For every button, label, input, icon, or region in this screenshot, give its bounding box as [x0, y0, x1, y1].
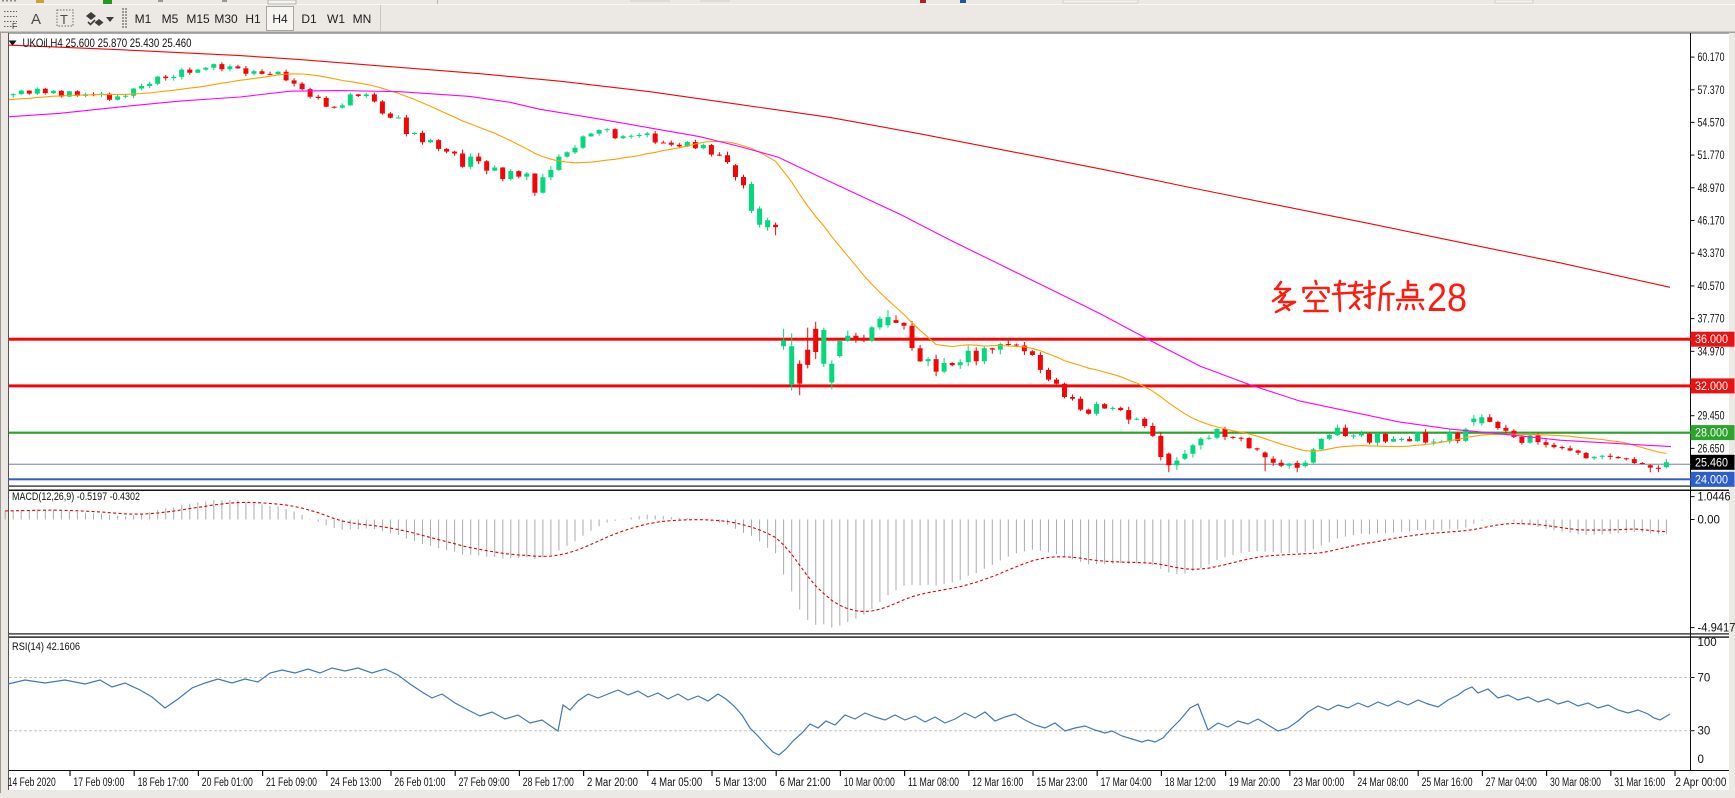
- svg-text:15 Mar 23:00: 15 Mar 23:00: [1036, 777, 1087, 789]
- svg-text:4 Mar 05:00: 4 Mar 05:00: [651, 777, 702, 789]
- svg-text:11 Mar 08:00: 11 Mar 08:00: [908, 777, 959, 789]
- svg-text:30: 30: [1698, 726, 1711, 738]
- svg-text:60.170: 60.170: [1698, 52, 1725, 64]
- svg-text:27 Feb 09:00: 27 Feb 09:00: [459, 777, 510, 789]
- svg-text:37.770: 37.770: [1698, 314, 1725, 326]
- svg-text:57.370: 57.370: [1698, 85, 1725, 97]
- svg-text:6 Mar 21:00: 6 Mar 21:00: [780, 777, 831, 789]
- svg-text:M1: M1: [135, 12, 152, 26]
- svg-text:34.970: 34.970: [1698, 346, 1725, 358]
- svg-text:M5: M5: [162, 12, 179, 26]
- svg-text:H1: H1: [245, 12, 261, 26]
- svg-text:43.370: 43.370: [1698, 248, 1725, 260]
- svg-text:-4.9417: -4.9417: [1698, 623, 1735, 635]
- svg-text:24 Mar 08:00: 24 Mar 08:00: [1357, 777, 1408, 789]
- svg-text:46.170: 46.170: [1698, 216, 1725, 228]
- svg-text:2 Mar 20:00: 2 Mar 20:00: [587, 777, 638, 789]
- svg-text:100: 100: [1698, 637, 1717, 649]
- svg-text:31 Mar 16:00: 31 Mar 16:00: [1614, 777, 1665, 789]
- svg-text:24 Feb 13:00: 24 Feb 13:00: [330, 777, 381, 789]
- svg-text:29.450: 29.450: [1698, 411, 1725, 423]
- svg-text:30 Mar 08:00: 30 Mar 08:00: [1550, 777, 1601, 789]
- svg-text:14 Feb 2020: 14 Feb 2020: [8, 777, 56, 789]
- svg-text:0: 0: [1698, 754, 1704, 766]
- svg-text:0.00: 0.00: [1698, 515, 1720, 527]
- svg-text:M30: M30: [214, 12, 238, 26]
- svg-text:10 Mar 00:00: 10 Mar 00:00: [844, 777, 895, 789]
- svg-text:17 Feb 09:00: 17 Feb 09:00: [73, 777, 124, 789]
- svg-text:23 Mar 00:00: 23 Mar 00:00: [1293, 777, 1344, 789]
- svg-text:32.000: 32.000: [1695, 381, 1728, 393]
- svg-text:H4: H4: [272, 12, 288, 26]
- svg-text:A: A: [31, 11, 41, 28]
- svg-text:25.460: 25.460: [1695, 457, 1728, 469]
- svg-text:17 Mar 04:00: 17 Mar 04:00: [1101, 777, 1152, 789]
- svg-text:20 Feb 01:00: 20 Feb 01:00: [202, 777, 253, 789]
- svg-text:2 Apr 00:00: 2 Apr 00:00: [1675, 777, 1726, 789]
- svg-text:27 Mar 04:00: 27 Mar 04:00: [1486, 777, 1537, 789]
- svg-text:36.000: 36.000: [1695, 334, 1728, 346]
- svg-text:40.570: 40.570: [1698, 281, 1725, 293]
- svg-text:51.770: 51.770: [1698, 150, 1725, 162]
- svg-text:T: T: [60, 12, 68, 27]
- svg-text:19 Mar 20:00: 19 Mar 20:00: [1229, 777, 1280, 789]
- svg-text:MACD(12,26,9) -0.5197 -0.4302: MACD(12,26,9) -0.5197 -0.4302: [12, 491, 140, 503]
- svg-text:28 Feb 17:00: 28 Feb 17:00: [523, 777, 574, 789]
- svg-text:25 Mar 16:00: 25 Mar 16:00: [1422, 777, 1473, 789]
- svg-text:5 Mar 13:00: 5 Mar 13:00: [715, 777, 766, 789]
- svg-text:RSI(14) 42.1606: RSI(14) 42.1606: [12, 641, 80, 653]
- svg-text:M15: M15: [186, 12, 210, 26]
- svg-text:F: F: [12, 22, 17, 31]
- svg-text:54.570: 54.570: [1698, 117, 1725, 129]
- svg-text:D1: D1: [301, 12, 317, 26]
- svg-text:UKOil,H4 25.600 25.870 25.430: UKOil,H4 25.600 25.870 25.430 25.460: [23, 36, 192, 50]
- svg-text:21 Feb 09:00: 21 Feb 09:00: [266, 777, 317, 789]
- svg-text:12 Mar 16:00: 12 Mar 16:00: [972, 777, 1023, 789]
- svg-text:MN: MN: [353, 12, 372, 26]
- svg-text:18 Feb 17:00: 18 Feb 17:00: [138, 777, 189, 789]
- svg-text:24.000: 24.000: [1695, 474, 1728, 486]
- svg-text:28.000: 28.000: [1695, 428, 1728, 440]
- svg-text:1.0446: 1.0446: [1698, 492, 1731, 504]
- svg-text:26.650: 26.650: [1698, 443, 1725, 455]
- svg-text:48.970: 48.970: [1698, 183, 1725, 195]
- svg-text:26 Feb 01:00: 26 Feb 01:00: [394, 777, 445, 789]
- svg-text:W1: W1: [327, 12, 345, 26]
- svg-text:28: 28: [1427, 276, 1467, 320]
- svg-text:70: 70: [1698, 673, 1711, 685]
- svg-text:18 Mar 12:00: 18 Mar 12:00: [1165, 777, 1216, 789]
